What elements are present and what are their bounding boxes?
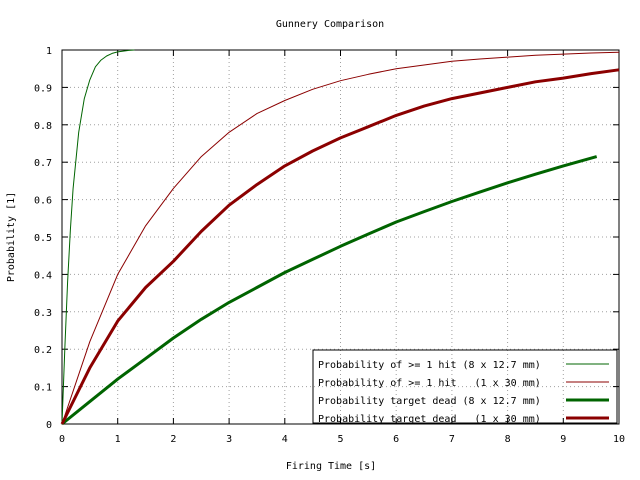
y-tick-label: 0.8 <box>34 121 52 132</box>
x-tick-label: 8 <box>505 434 511 445</box>
x-tick-label: 0 <box>59 434 65 445</box>
grid-lines <box>62 50 619 424</box>
y-tick-label: 0.6 <box>34 196 52 207</box>
legend: Probability of >= 1 hit (8 x 12.7 mm) Pro… <box>312 349 618 425</box>
y-tick-label: 0.3 <box>34 308 52 319</box>
legend-label-1: Probability of >= 1 hit (8 x 12.7 mm) <box>318 360 541 371</box>
y-tick-label: 0.7 <box>34 158 52 169</box>
y-tick-label: 0.1 <box>34 383 52 394</box>
y-tick-label: 0.5 <box>34 233 52 244</box>
y-tick-label: 0.9 <box>34 83 52 94</box>
legend-label-3: Probability target dead (8 x 12.7 mm) <box>318 396 541 407</box>
axis-ticks: 0 1 2 3 4 5 6 7 8 9 10 0 0.1 0.2 0.3 0.4 0.5 0.6 0.7 0.8 0.9… <box>34 46 625 445</box>
x-tick-label: 2 <box>170 434 176 445</box>
x-tick-label: 3 <box>226 434 232 445</box>
y-tick-label: 0.2 <box>34 345 52 356</box>
legend-label-2: Probability of >= 1 hit (1 x 30 mm) <box>318 378 541 389</box>
y-tick-label: 1 <box>46 46 52 57</box>
x-tick-label: 1 <box>115 434 121 445</box>
chart-title: Gunnery Comparison <box>276 19 384 30</box>
x-tick-label: 5 <box>337 434 343 445</box>
series-lines <box>60 49 620 426</box>
y-axis-label: Probability [1] <box>6 192 17 282</box>
x-tick-label: 9 <box>560 434 566 445</box>
series-line-4 <box>60 68 620 425</box>
series-line-2 <box>61 51 620 425</box>
legend-label-4: Probability target dead (1 x 30 mm) <box>318 414 541 425</box>
y-tick-label: 0 <box>46 420 52 431</box>
series-line-3 <box>61 155 598 426</box>
x-tick-label: 4 <box>282 434 288 445</box>
series-line-1 <box>61 49 135 425</box>
legend-box <box>312 349 618 424</box>
x-tick-label: 10 <box>613 434 625 445</box>
x-tick-label: 7 <box>449 434 455 445</box>
x-tick-label: 6 <box>393 434 399 445</box>
x-axis-label: Firing Time [s] <box>286 461 376 472</box>
y-tick-label: 0.4 <box>34 270 52 281</box>
